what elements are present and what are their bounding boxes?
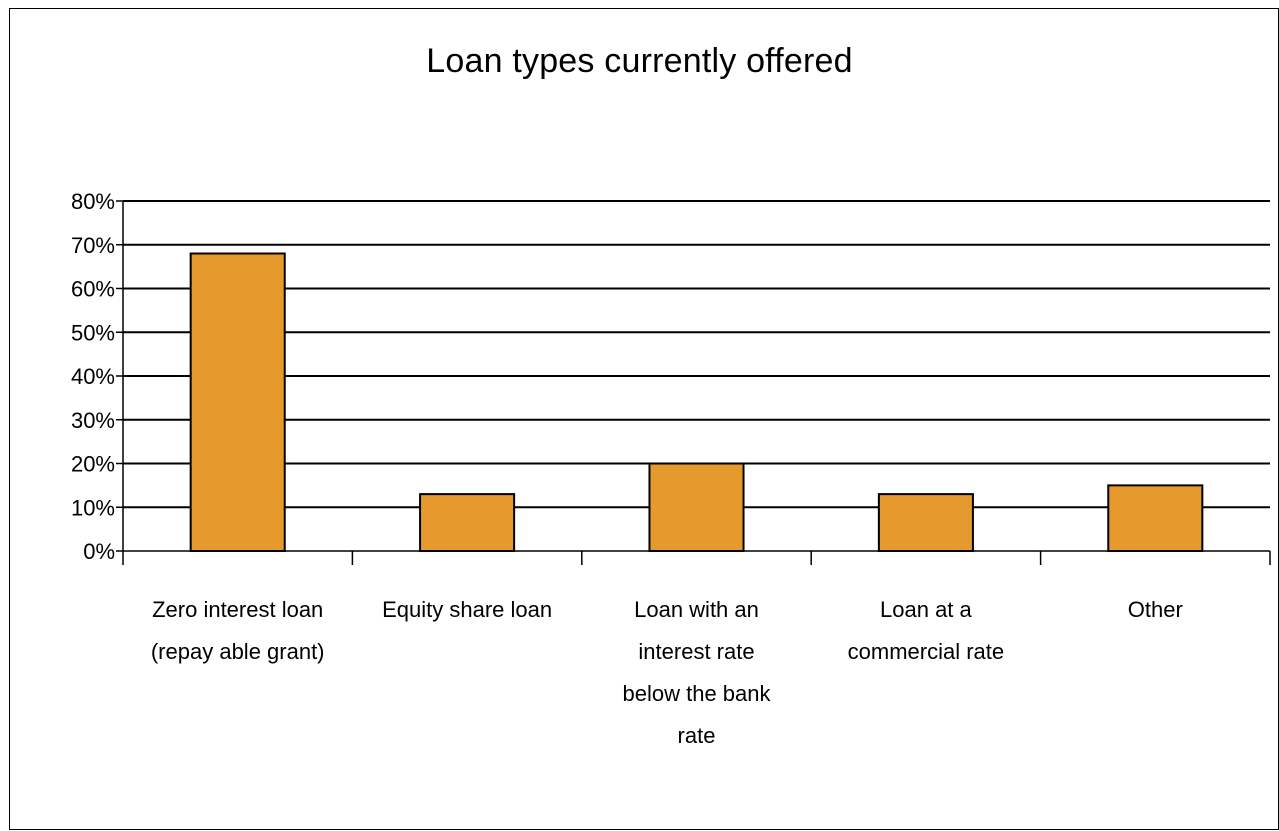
category-label: Loan with an <box>634 597 759 622</box>
y-tick-label: 30% <box>71 408 115 433</box>
category-label: Other <box>1128 597 1183 622</box>
bar <box>877 493 974 552</box>
gridlines <box>123 200 1270 509</box>
y-tick-labels: 0% 10% 20% 30% 40% 50% 60% 70% 80% <box>71 189 115 564</box>
y-tick-label: 50% <box>71 320 115 345</box>
y-tick-label: 20% <box>71 452 115 477</box>
bar <box>1107 484 1204 552</box>
axes <box>116 200 1271 565</box>
bar <box>189 252 286 552</box>
y-tick-label: 0% <box>83 539 115 564</box>
category-label: interest rate <box>638 639 754 664</box>
y-tick-label: 80% <box>71 189 115 214</box>
chart-title: Loan types currently offered <box>426 42 853 80</box>
category-label: Loan at a <box>880 597 973 622</box>
category-labels: Zero interest loan (repay able grant) Equi… <box>151 597 1183 748</box>
category-label: commercial rate <box>848 639 1004 664</box>
category-label: rate <box>678 723 716 748</box>
y-tick-label: 40% <box>71 364 115 389</box>
category-label: below the bank <box>623 681 772 706</box>
y-tick-label: 10% <box>71 495 115 520</box>
y-tick-label: 60% <box>71 277 115 302</box>
y-tick-label: 70% <box>71 233 115 258</box>
category-label: Zero interest loan <box>152 597 323 622</box>
bar <box>648 462 745 552</box>
category-label: (repay able grant) <box>151 639 325 664</box>
bar <box>419 493 516 552</box>
category-label: Equity share loan <box>382 597 552 622</box>
bars <box>189 252 1204 552</box>
